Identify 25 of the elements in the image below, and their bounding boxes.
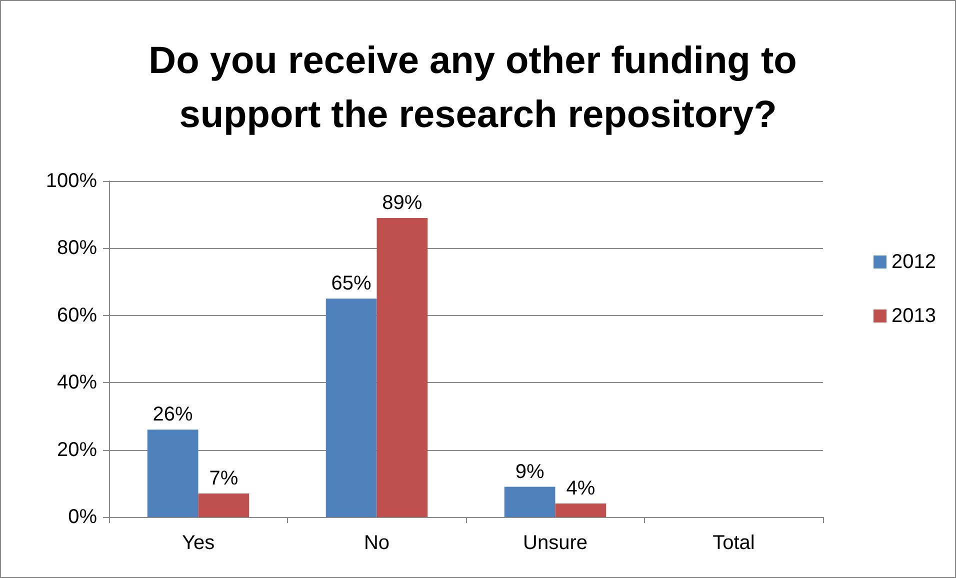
y-tick-label: 100% [46,170,98,192]
chart-title: Do you receive any other funding to support the research repository? [148,40,808,136]
data-label: 65% [331,272,372,295]
x-tick-label: Yes [182,532,215,554]
data-label: 9% [515,460,544,483]
y-tick-label: 80% [56,237,98,260]
data-label: 4% [566,478,596,500]
x-tick-label: Unsure [523,532,588,554]
y-tick-label: 0% [68,506,98,528]
bar [376,218,428,517]
bar [147,430,198,517]
legend-label: 2013 [892,305,936,327]
y-tick-label: 20% [56,438,98,461]
bar [326,298,377,517]
legend-label: 2012 [892,251,936,273]
y-tick-label: 60% [56,304,98,326]
x-tick-label: No [364,532,390,554]
data-label: 7% [209,467,238,490]
bar [504,486,556,517]
x-tick-label: Total [712,532,755,554]
bar [555,504,606,517]
data-label: 89% [382,192,422,214]
data-label: 26% [152,404,194,426]
bar [198,493,250,517]
y-tick-label: 40% [56,372,98,394]
